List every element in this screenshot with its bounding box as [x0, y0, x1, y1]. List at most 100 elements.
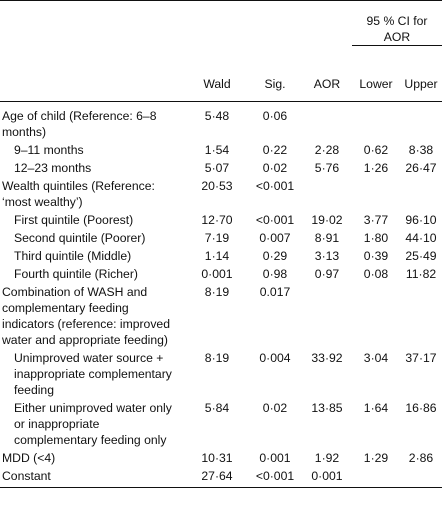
- cell-aor: 8·91: [314, 231, 340, 245]
- cell-lower: 1·29: [363, 451, 389, 465]
- cell-upper: 37·17: [405, 351, 437, 365]
- row-label: Constant: [2, 469, 51, 483]
- cell-sig: <0·001: [255, 179, 295, 193]
- cell-sig: 0·004: [259, 351, 291, 365]
- cell-upper: 26·47: [405, 161, 437, 175]
- table-row: Fourth quintile (Richer) 0·001 0·98 0·97 0·0…: [0, 265, 442, 283]
- cell-wald: 27·64: [201, 469, 233, 483]
- cell-lower: [352, 467, 400, 488]
- cell-lower: 0·62: [363, 143, 389, 157]
- cell-sig: 0·02: [262, 161, 288, 175]
- header-spacer: [0, 1, 186, 60]
- cell-wald: 1·14: [204, 249, 230, 263]
- cell-wald: 1·54: [204, 143, 230, 157]
- row-label: MDD (<4): [2, 451, 56, 465]
- cell-upper: 11·82: [405, 267, 437, 281]
- ci-group-line-1: 95 % CI for: [366, 14, 428, 28]
- cell-aor: 2·28: [314, 143, 340, 157]
- column-header-aor: AOR: [313, 77, 341, 91]
- cell-upper: 8·38: [408, 143, 434, 157]
- row-label: Second quintile (Poorer): [14, 231, 146, 245]
- cell-upper: 25·49: [405, 249, 437, 263]
- cell-wald: 0·001: [201, 267, 233, 281]
- row-label: 12–23 months: [14, 161, 92, 175]
- table-row: Wealth quintiles (Reference: ‘most wealt…: [0, 177, 442, 211]
- cell-lower: 1·26: [363, 161, 389, 175]
- table-row: Constant 27·64 <0·001 0·001: [0, 467, 442, 488]
- table-row: Third quintile (Middle) 1·14 0·29 3·13 0·39 2…: [0, 247, 442, 265]
- regression-table: 95 % CI for AOR Wald Sig. AOR Lower Uppe…: [0, 0, 442, 488]
- cell-wald: 20·53: [201, 179, 233, 193]
- cell-upper: [400, 102, 442, 142]
- cell-wald: 5·48: [204, 109, 230, 123]
- cell-upper: [400, 467, 442, 488]
- cell-wald: 8·19: [204, 351, 230, 365]
- column-header-sig: Sig.: [264, 77, 286, 91]
- column-header-lower: Lower: [359, 77, 393, 91]
- cell-lower: 0·39: [363, 249, 389, 263]
- cell-aor: 0·97: [314, 267, 340, 281]
- cell-aor: [302, 102, 352, 142]
- cell-wald: 5·07: [204, 161, 230, 175]
- row-label: Third quintile (Middle): [14, 249, 132, 263]
- cell-wald: 8·19: [204, 285, 230, 299]
- cell-upper: 96·10: [405, 213, 437, 227]
- row-label: Fourth quintile (Richer): [14, 267, 138, 281]
- table-row: Either unimproved water only or inapprop…: [0, 399, 442, 449]
- cell-aor: [302, 177, 352, 211]
- column-header-wald: Wald: [203, 77, 231, 91]
- cell-aor: 33·92: [311, 351, 343, 365]
- cell-upper: [400, 177, 442, 211]
- cell-lower: [352, 177, 400, 211]
- table-row: 9–11 months 1·54 0·22 2·28 0·62 8·38: [0, 141, 442, 159]
- cell-sig: 0·98: [262, 267, 288, 281]
- cell-aor: 3·13: [314, 249, 340, 263]
- cell-aor: 0·001: [311, 469, 343, 483]
- cell-wald: 7·19: [204, 231, 230, 245]
- row-label: Unimproved water source + inappropriate …: [14, 351, 172, 397]
- cell-lower: 3·04: [363, 351, 389, 365]
- cell-sig: <0·001: [255, 213, 295, 227]
- row-label: Wealth quintiles (Reference: ‘most wealt…: [2, 179, 155, 209]
- cell-sig: 0·22: [262, 143, 288, 157]
- table-row: Combination of WASH and complementary fe…: [0, 283, 442, 349]
- row-label: Either unimproved water only or inapprop…: [14, 401, 172, 447]
- cell-aor: 13·85: [311, 401, 343, 415]
- table-row: 12–23 months 5·07 0·02 5·76 1·26 26·47: [0, 159, 442, 177]
- cell-wald: 10·31: [201, 451, 233, 465]
- cell-sig: <0·001: [255, 469, 295, 483]
- cell-lower: 0·08: [363, 267, 389, 281]
- cell-lower: 1·64: [363, 401, 389, 415]
- cell-sig: 0·007: [259, 231, 291, 245]
- ci-group-header: 95 % CI for AOR: [352, 1, 442, 60]
- table-row: Age of child (Reference: 6–8 months) 5·48…: [0, 102, 442, 142]
- cell-aor: 1·92: [314, 451, 340, 465]
- row-label: 9–11 months: [14, 143, 84, 157]
- cell-lower: 1·80: [363, 231, 389, 245]
- row-label: Age of child (Reference: 6–8 months): [2, 109, 157, 139]
- cell-sig: 0·06: [262, 109, 288, 123]
- table-row: MDD (<4) 10·31 0·001 1·92 1·29 2·86: [0, 449, 442, 467]
- column-header-upper: Upper: [404, 77, 438, 91]
- cell-upper: [400, 283, 442, 349]
- cell-sig: 0·29: [262, 249, 288, 263]
- cell-aor: [302, 283, 352, 349]
- cell-lower: [352, 283, 400, 349]
- cell-wald: 12·70: [201, 213, 233, 227]
- cell-aor: 5·76: [314, 161, 340, 175]
- cell-lower: 3·77: [363, 213, 389, 227]
- cell-upper: 16·86: [405, 401, 437, 415]
- table-header: 95 % CI for AOR Wald Sig. AOR Lower Uppe…: [0, 0, 442, 102]
- row-label: Combination of WASH and complementary fe…: [2, 285, 170, 347]
- table-row: Second quintile (Poorer) 7·19 0·007 8·91 1·8…: [0, 229, 442, 247]
- cell-sig: 0·02: [262, 401, 288, 415]
- cell-wald: 5·84: [204, 401, 230, 415]
- cell-sig: 0.017: [259, 285, 291, 299]
- ci-group-line-2: AOR: [352, 29, 442, 46]
- cell-lower: [352, 102, 400, 142]
- cell-aor: 19·02: [311, 213, 343, 227]
- table-body: Age of child (Reference: 6–8 months) 5·48…: [0, 102, 442, 488]
- cell-upper: 2·86: [408, 451, 434, 465]
- cell-sig: 0·001: [259, 451, 291, 465]
